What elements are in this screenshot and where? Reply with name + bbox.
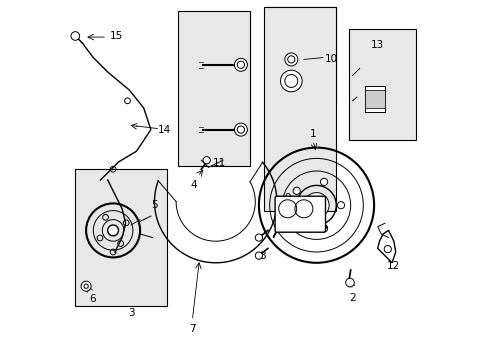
Polygon shape [273,223,326,238]
Text: 8: 8 [258,251,265,261]
Text: 9: 9 [284,193,290,203]
Bar [348,29,415,140]
Text: 7: 7 [188,324,195,334]
Circle shape [320,225,327,232]
Circle shape [303,193,328,218]
Polygon shape [365,86,384,112]
Circle shape [280,70,302,92]
Circle shape [234,123,247,136]
Bar [75,169,167,306]
Circle shape [203,157,210,164]
Text: 15: 15 [110,31,123,41]
Circle shape [337,202,344,209]
Text: 1: 1 [309,129,316,139]
Text: 10: 10 [324,54,337,64]
Text: 11: 11 [212,158,225,168]
Circle shape [284,53,297,66]
Text: 5: 5 [151,200,158,210]
Bar [178,11,249,166]
Text: 13: 13 [370,40,384,50]
Circle shape [384,246,390,253]
Polygon shape [365,90,384,108]
Text: 12: 12 [386,261,400,271]
Circle shape [292,216,300,223]
Bar [264,7,336,211]
FancyBboxPatch shape [275,196,325,232]
Text: 3: 3 [127,308,134,318]
Text: 6: 6 [89,294,96,304]
Circle shape [255,252,262,259]
Circle shape [81,281,91,291]
Circle shape [345,278,354,287]
Circle shape [255,234,262,241]
Circle shape [320,178,327,185]
Text: 14: 14 [158,125,171,135]
Bar [265,7,336,103]
Circle shape [234,58,247,71]
Text: 4: 4 [190,180,197,190]
Polygon shape [377,230,395,263]
Circle shape [107,225,118,236]
Circle shape [71,32,80,40]
Text: 2: 2 [348,293,355,303]
Circle shape [292,187,300,194]
